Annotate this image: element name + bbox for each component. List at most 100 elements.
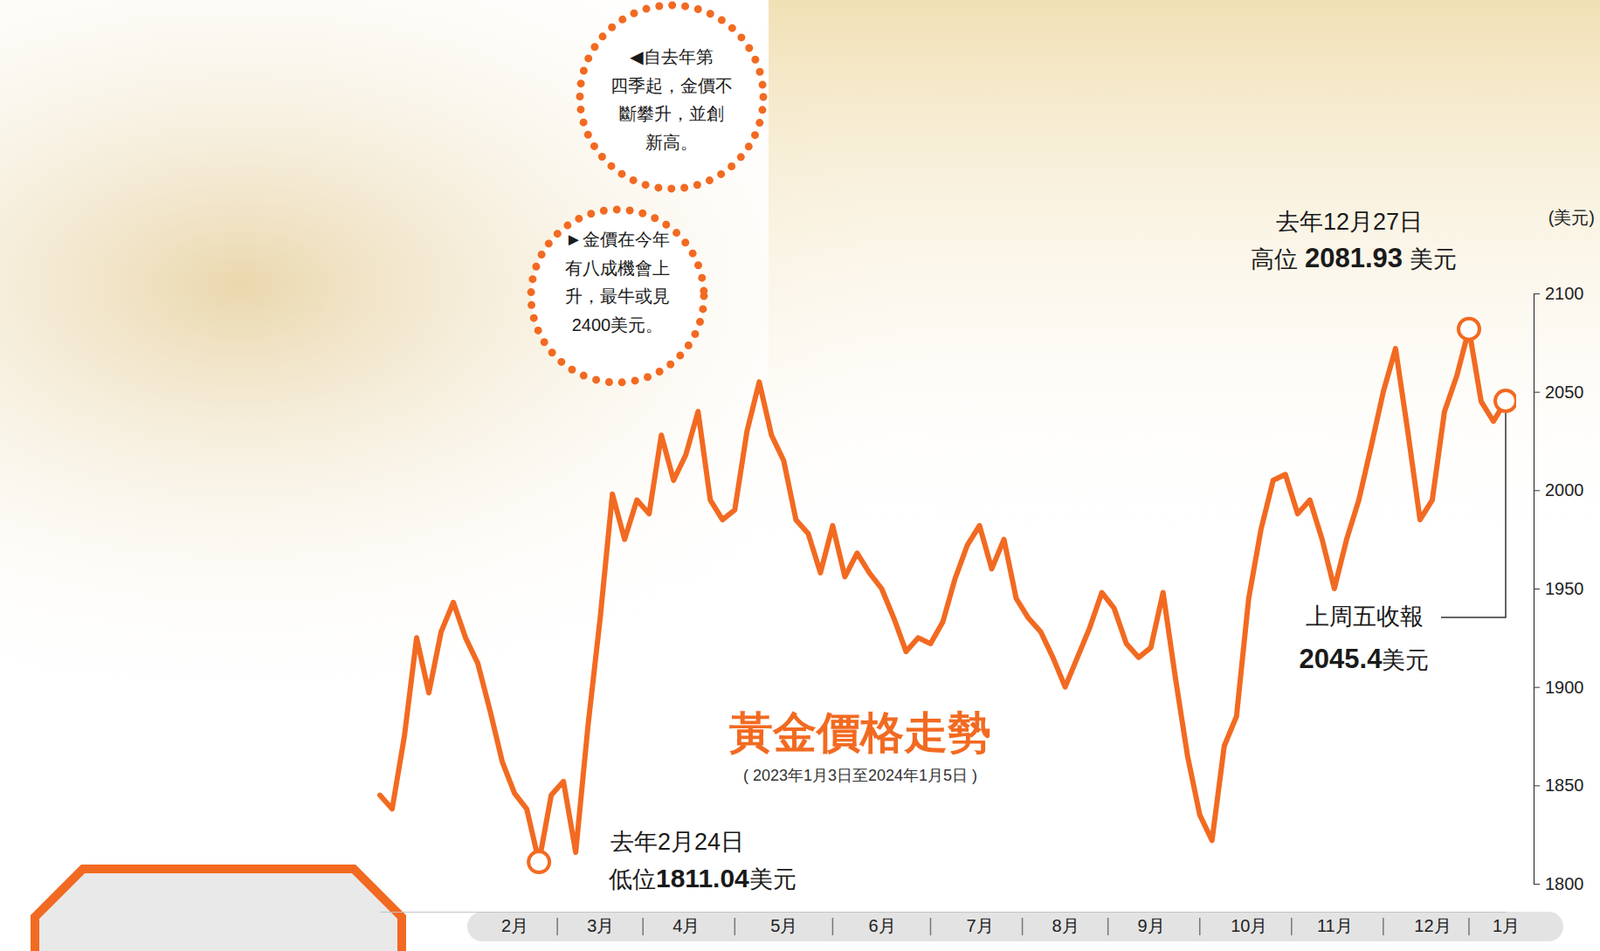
x-tick-label: 8月 xyxy=(1052,916,1080,936)
high-label-date: 去年12月27日 xyxy=(1275,208,1423,235)
y-tick-mark xyxy=(1533,293,1540,295)
month-separator xyxy=(1290,917,1293,936)
high-label-number: 2081.93 xyxy=(1304,242,1403,274)
y-tick-label: 1850 xyxy=(1544,775,1585,795)
low-label-unit: 美元 xyxy=(749,866,797,893)
y-tick: 1900 xyxy=(1533,677,1585,697)
y-tick: 2050 xyxy=(1533,382,1585,402)
x-tick-label: 5月 xyxy=(770,916,798,936)
x-tick: 2月 xyxy=(501,911,529,936)
x-tick: 11月 xyxy=(1317,911,1353,936)
plot-area xyxy=(379,318,1517,873)
x-tick: 6月 xyxy=(868,911,896,936)
callout-text: 四季起，金價不 xyxy=(610,75,733,96)
y-tick: 2100 xyxy=(1533,283,1585,304)
x-tick-label: 1月 xyxy=(1492,916,1520,936)
close-leader xyxy=(1441,413,1506,618)
y-tick-label: 2050 xyxy=(1544,382,1585,402)
x-tick-label: 2月 xyxy=(501,916,529,936)
x-axis-line xyxy=(380,911,1507,913)
x-tick: 7月 xyxy=(965,911,994,936)
callout-bubble xyxy=(531,209,704,383)
subtitle: ( 2023年1月3日至2024年1月5日 ) xyxy=(743,766,978,785)
y-tick-label: 1800 xyxy=(1544,874,1585,894)
x-tick-label: 9月 xyxy=(1137,916,1166,936)
low-label-prefix: 低位 xyxy=(608,866,656,893)
background xyxy=(0,0,1600,951)
x-tick: 10月 xyxy=(1230,911,1268,936)
callout-text: ►金價在今年 xyxy=(565,229,670,249)
callout-text: 斷攀升，並創 xyxy=(619,103,725,124)
month-separator xyxy=(734,917,737,936)
y-tick-mark xyxy=(1533,588,1540,590)
highlight-point xyxy=(528,851,550,873)
close-label-unit: 美元 xyxy=(1381,647,1429,674)
month-separator xyxy=(1382,917,1385,936)
month-separator xyxy=(556,917,559,936)
callout-text: 有八成機會上 xyxy=(565,258,670,278)
x-tick: 5月 xyxy=(770,911,798,936)
callout: ◀自去年第四季起，金價不斷攀升，並創新高。 xyxy=(579,5,764,189)
low-label-date: 去年2月24日 xyxy=(610,828,745,856)
y-tick: 2000 xyxy=(1533,480,1585,500)
y-tick: 1850 xyxy=(1533,775,1585,795)
highlight-point xyxy=(1495,390,1517,412)
x-tick: 8月 xyxy=(1052,911,1080,936)
x-tick-label: 3月 xyxy=(586,916,614,936)
callout: ►金價在今年有八成機會上升，最牛或見 2400美元。 xyxy=(531,209,704,383)
x-tick-label: 11月 xyxy=(1317,916,1353,936)
month-separator xyxy=(641,917,644,936)
x-tick-label: 10月 xyxy=(1230,916,1268,936)
y-tick-label: 2100 xyxy=(1544,283,1585,304)
callout-bubble xyxy=(579,5,764,189)
price-line xyxy=(379,329,1506,863)
y-tick-mark xyxy=(1533,883,1540,885)
x-tick-label: 7月 xyxy=(965,916,994,936)
x-tick: 3月 xyxy=(586,911,614,936)
title: 黃金價格走勢 xyxy=(729,708,992,758)
close-label-value: 2045.4美元 xyxy=(1299,643,1430,675)
x-tick-label: 4月 xyxy=(672,916,700,936)
y-tick-mark xyxy=(1533,489,1540,491)
x-axis: 2月 3月 4月 5月 6月 7月 8月 9月 10月 11月 12月 1月 xyxy=(380,911,1521,936)
y-tick-mark xyxy=(1533,785,1540,787)
chart: 2月3月4月5月6月7月8月9月10月11月12月1月1800185019001… xyxy=(0,0,1600,951)
close-label-title: 上周五收報 xyxy=(1305,603,1424,630)
x-tick: 12月 xyxy=(1413,911,1451,936)
y-tick-mark xyxy=(1533,392,1540,394)
photo-frame xyxy=(34,868,402,951)
callout-text: ◀自去年第 xyxy=(629,47,713,67)
y-axis-title: (美元) xyxy=(1548,207,1595,228)
y-tick-label: 2000 xyxy=(1544,480,1585,500)
y-tick: 1950 xyxy=(1533,579,1585,599)
close-label-number: 2045.4 xyxy=(1299,643,1384,675)
month-separator xyxy=(1468,917,1470,936)
callout-text: 2400美元。 xyxy=(572,315,664,335)
y-axis: 1800 1850 1900 1950 2000 2050 2100 xyxy=(1533,283,1585,894)
high-label-value: 高位2081.93美元 xyxy=(1250,242,1457,274)
y-tick-label: 1900 xyxy=(1544,677,1585,697)
month-separator xyxy=(832,917,835,936)
high-label-prefix: 高位 xyxy=(1250,246,1298,273)
month-separator xyxy=(1021,917,1024,936)
x-axis-band xyxy=(467,911,1564,942)
background-photo-right xyxy=(768,0,1600,559)
y-tick-mark xyxy=(1533,687,1540,689)
high-label-unit: 美元 xyxy=(1409,246,1457,273)
month-separator xyxy=(1199,917,1201,936)
x-tick-label: 6月 xyxy=(868,916,896,936)
x-tick: 1月 xyxy=(1492,911,1520,936)
x-tick-label: 12月 xyxy=(1413,916,1451,936)
highlight-point xyxy=(1458,318,1480,340)
x-tick: 4月 xyxy=(672,911,700,936)
low-label-value: 低位1811.04美元 xyxy=(608,863,797,893)
y-tick-label: 1950 xyxy=(1544,579,1585,599)
callout-text: 新高。 xyxy=(645,132,698,152)
low-label-number: 1811.04 xyxy=(655,863,750,893)
month-separator xyxy=(1107,917,1110,936)
x-tick: 9月 xyxy=(1137,911,1166,936)
y-tick: 1800 xyxy=(1533,874,1585,894)
month-separator xyxy=(930,917,932,936)
background-photo-left xyxy=(0,0,1600,951)
callout-text: 升，最牛或見 xyxy=(565,286,670,306)
